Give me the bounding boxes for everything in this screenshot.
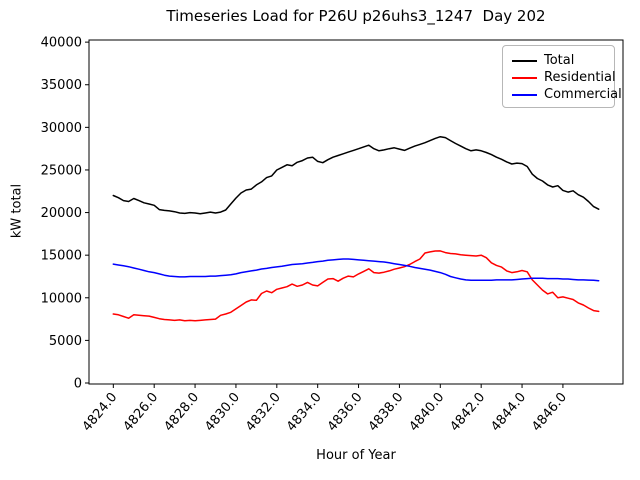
y-tick-label: 10000	[41, 291, 82, 306]
y-tick-label: 35000	[41, 78, 82, 93]
x-tick-label: 4826.0	[121, 390, 162, 434]
chart-title: Timeseries Load for P26U p26uhs3_1247 Da…	[166, 7, 546, 25]
x-tick-label: 4836.0	[325, 390, 366, 434]
y-tick-label: 30000	[41, 121, 82, 136]
x-tick-label: 4824.0	[80, 390, 121, 434]
total-line-swatch	[512, 59, 537, 62]
x-tick-label: 4830.0	[202, 390, 243, 434]
x-tick-label: 4838.0	[366, 390, 407, 434]
series-line-residential	[112, 250, 600, 322]
x-tick-label: 4840.0	[407, 390, 448, 434]
y-tick-label: 25000	[41, 163, 82, 178]
x-tick-label: 4834.0	[284, 390, 325, 434]
legend-item-residential: Residential	[512, 69, 616, 86]
series-line-total	[112, 135, 600, 215]
y-tick-label: 20000	[41, 206, 82, 221]
plot-frame	[88, 39, 624, 385]
x-tick-label: 4832.0	[243, 390, 284, 434]
legend-item-commercial: Commercial	[512, 86, 622, 103]
x-tick-label: 4846.0	[529, 390, 570, 434]
y-axis-label: kW total	[9, 183, 25, 239]
y-tick-label: 40000	[41, 36, 82, 51]
x-tick-label: 4842.0	[447, 390, 488, 434]
commercial-line-swatch	[512, 93, 537, 96]
series-line-commercial	[112, 258, 600, 282]
y-tick-label: 0	[74, 377, 82, 392]
x-tick-label: 4828.0	[161, 390, 202, 434]
legend: Total Residential Commercial	[502, 45, 622, 108]
legend-label-commercial: Commercial	[544, 87, 622, 102]
y-tick-label: 15000	[41, 249, 82, 264]
legend-item-total: Total	[512, 52, 614, 69]
y-tick-label: 5000	[49, 334, 82, 349]
x-tick-label: 4844.0	[488, 390, 529, 434]
legend-label-residential: Residential	[544, 70, 616, 85]
legend-label-total: Total	[544, 53, 575, 68]
x-axis-label: Hour of Year	[316, 448, 396, 463]
residential-line-swatch	[512, 76, 537, 79]
